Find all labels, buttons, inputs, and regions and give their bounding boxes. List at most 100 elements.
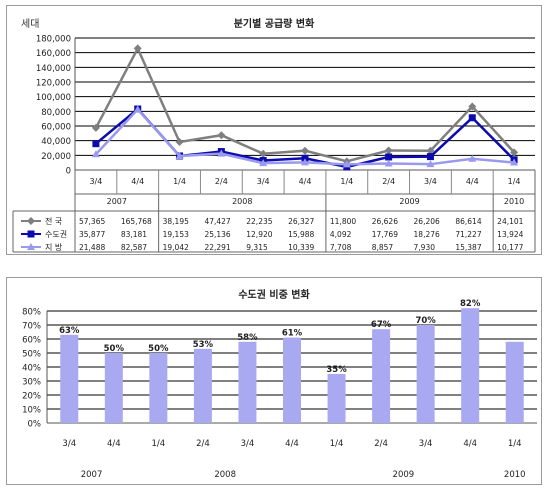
year-label: 2007 <box>81 470 103 480</box>
x-tick-label: 2/4 <box>215 177 228 186</box>
y-tick-label: 10% <box>22 406 41 416</box>
table-value: 26,206 <box>414 217 440 226</box>
x-tick-label: 3/4 <box>62 439 76 449</box>
y-tick-label: 0 <box>66 167 71 177</box>
table-value: 22,291 <box>204 243 230 252</box>
data-point <box>259 149 268 158</box>
data-point <box>133 105 142 113</box>
x-tick-label: 4/4 <box>107 439 121 449</box>
x-tick-label: 3/4 <box>424 177 437 186</box>
table-value: 19,042 <box>163 243 189 252</box>
data-point <box>91 123 100 132</box>
data-label: 58% <box>237 333 258 343</box>
data-point <box>217 149 226 157</box>
table-value: 86,614 <box>455 217 481 226</box>
data-label: 63% <box>59 326 80 336</box>
table-value: 38,195 <box>163 217 189 226</box>
legend-label: 수도권 <box>45 229 67 239</box>
x-tick-label: 1/4 <box>340 177 353 186</box>
y-tick-label: 100,000 <box>36 93 71 103</box>
x-tick-label: 4/4 <box>299 177 312 186</box>
data-point <box>468 114 476 122</box>
y-tick-label: 0% <box>28 420 42 430</box>
x-tick-label: 4/4 <box>463 439 477 449</box>
x-tick-label: 3/4 <box>89 177 102 186</box>
data-label: 53% <box>193 340 214 350</box>
data-label: 50% <box>148 344 169 354</box>
supply-chart-ylabel: 세대 <box>21 18 39 30</box>
x-tick-label: 3/4 <box>419 439 433 449</box>
year-label: 2008 <box>214 470 236 480</box>
bar <box>193 348 212 423</box>
x-tick-label: 1/4 <box>508 439 522 449</box>
table-value: 17,769 <box>372 230 398 239</box>
year-label: 2009 <box>399 197 419 206</box>
y-tick-label: 50% <box>22 350 41 360</box>
table-value: 18,276 <box>414 230 440 239</box>
table-value: 15,988 <box>288 230 314 239</box>
bar <box>461 308 480 423</box>
y-tick-label: 140,000 <box>36 64 71 74</box>
y-tick-label: 20% <box>22 392 41 402</box>
data-point <box>426 146 435 155</box>
series-2 <box>91 105 519 168</box>
data-point <box>259 159 268 167</box>
table-value: 25,136 <box>204 230 230 239</box>
x-tick-label: 1/4 <box>508 177 521 186</box>
legend-label: 지 방 <box>45 242 63 252</box>
table-value: 13,924 <box>497 230 523 239</box>
supply-line-chart: 분기별 공급량 변화 세대 0 20,000 40,000 60,000 80,000 1… <box>12 17 536 253</box>
table-value: 19,153 <box>163 230 189 239</box>
table-value: 82,587 <box>121 243 147 252</box>
table-value: 10,177 <box>497 243 523 252</box>
supply-chart-title: 분기별 공급량 변화 <box>234 17 315 30</box>
data-point <box>27 217 35 225</box>
bar <box>283 337 301 423</box>
year-label: 2008 <box>232 197 252 206</box>
x-tick-label: 4/4 <box>285 439 299 449</box>
y-tick-label: 20,000 <box>41 152 71 162</box>
y-tick-label: 120,000 <box>36 79 71 89</box>
series-0 <box>91 44 519 166</box>
table-value: 9,315 <box>246 243 268 252</box>
data-point <box>175 152 184 160</box>
x-tick-label: 3/4 <box>257 177 270 186</box>
table-value: 165,768 <box>121 217 152 226</box>
data-point <box>301 158 309 166</box>
year-label: 2007 <box>107 197 127 206</box>
data-label: 67% <box>371 320 392 330</box>
data-point <box>217 131 226 140</box>
table-value: 83,181 <box>121 230 147 239</box>
year-label: 2010 <box>504 197 524 206</box>
bar <box>238 341 257 423</box>
y-tick-label: 70% <box>22 322 41 332</box>
data-point <box>175 137 184 146</box>
data-label: 50% <box>104 344 125 354</box>
data-point <box>510 158 519 166</box>
table-value: 57,365 <box>79 217 105 226</box>
x-tick-label: 1/4 <box>173 177 186 186</box>
y-tick-label: 160,000 <box>36 49 71 59</box>
data-label: 82% <box>460 299 481 309</box>
bar <box>104 353 123 423</box>
table-value: 22,235 <box>246 217 272 226</box>
x-tick-label: 2/4 <box>374 439 388 449</box>
data-point <box>426 153 434 161</box>
data-point <box>92 140 100 148</box>
table-value: 47,427 <box>204 217 230 226</box>
y-tick-label: 80% <box>22 308 41 318</box>
table-value: 7,930 <box>414 243 436 252</box>
legend-label: 전 국 <box>45 216 62 226</box>
table-value: 11,800 <box>330 217 356 226</box>
bar <box>60 334 79 423</box>
data-point <box>301 154 309 162</box>
table-value: 10,339 <box>288 243 314 252</box>
y-tick-label: 40,000 <box>41 137 71 147</box>
table-value: 15,387 <box>455 243 481 252</box>
table-value: 26,626 <box>372 217 398 226</box>
bar <box>149 353 168 423</box>
share-chart-panel: 수도권 비중 변화 0% 10% 20% 30% 40% 50% 60% 70% 80% 63% 5… <box>6 277 542 485</box>
table-value: 71,227 <box>455 230 481 239</box>
y-tick-label: 80,000 <box>41 108 71 118</box>
data-label: 70% <box>415 316 436 326</box>
